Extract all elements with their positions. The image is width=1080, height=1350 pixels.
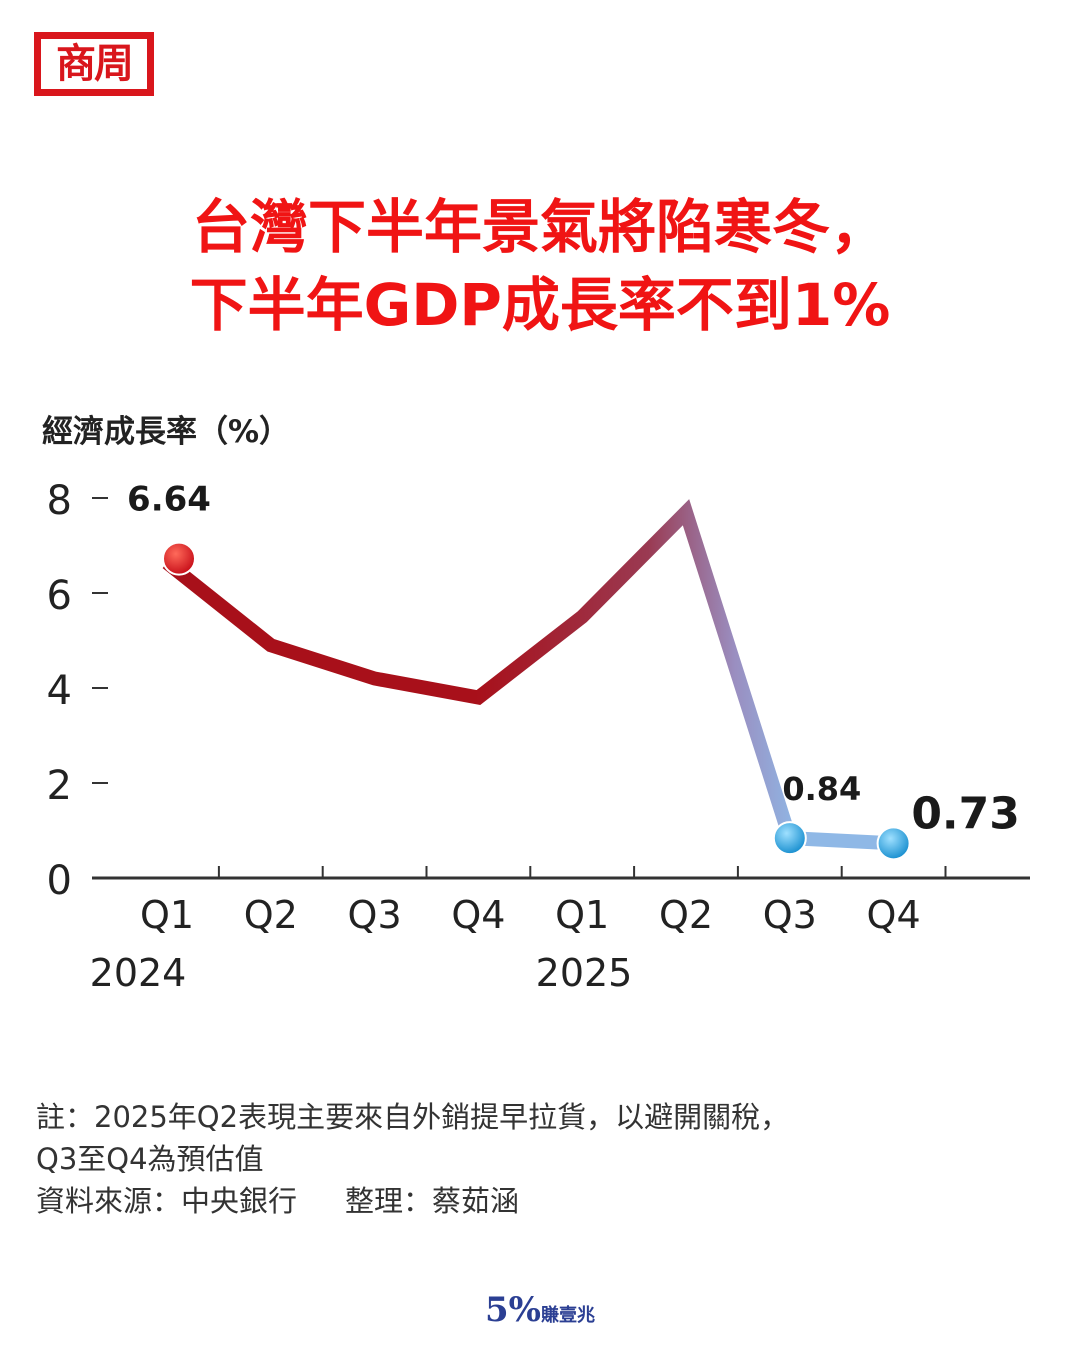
y-axis: 0 2 4 6 8 [47, 478, 108, 904]
y-axis-label: 經濟成長率（%） [42, 414, 290, 450]
x-tick-label: Q4 [867, 893, 921, 937]
editor-text: 整理：蔡茹涵 [345, 1184, 520, 1218]
series-markers [162, 541, 911, 861]
data-point-marker [162, 541, 196, 576]
footnote-line-1: 註：2025年Q2表現主要來自外銷提早拉貨，以避開關稅， [36, 1100, 790, 1134]
y-tick-label: 0 [47, 858, 72, 904]
data-label: 0.73 [911, 788, 1020, 839]
data-label: 6.64 [127, 480, 211, 520]
headline-line-1: 台灣下半年景氣將陷寒冬， [191, 193, 888, 261]
data-point-marker [876, 826, 911, 861]
year-label: 2025 [536, 951, 633, 995]
data-labels: 6.64 0.84 0.73 [127, 480, 1020, 840]
x-tick-label: Q3 [348, 893, 402, 937]
footer-brand-mark: 5% [485, 1290, 541, 1330]
y-tick-label: 6 [47, 573, 72, 619]
year-label: 2024 [90, 951, 187, 995]
headline: 台灣下半年景氣將陷寒冬， 下半年GDP成長率不到1% [0, 188, 1080, 344]
data-point-marker [772, 821, 807, 856]
footer-brand: 5%賺壹兆 [0, 1290, 1080, 1330]
y-tick-label: 4 [47, 668, 72, 714]
series-polyline [162, 499, 894, 851]
y-tick-label: 2 [47, 763, 72, 809]
x-tick-label: Q3 [763, 893, 817, 937]
footnote-line-2: Q3至Q4為預估值 [36, 1142, 264, 1176]
x-tick-label: Q4 [451, 893, 505, 937]
x-axis: Q1 Q2 Q3 Q4 Q1 Q2 Q3 Q4 2024 2025 [90, 866, 1030, 995]
x-tick-label: Q1 [140, 893, 194, 937]
source-line: 資料來源：中央銀行 整理：蔡茹涵 [36, 1180, 1046, 1222]
series-line [162, 499, 894, 851]
data-label: 0.84 [782, 770, 861, 808]
source-text: 資料來源：中央銀行 [36, 1184, 298, 1218]
brand-logo-text: 商周 [41, 39, 147, 89]
y-tick-label: 8 [47, 478, 72, 524]
headline-line-2: 下半年GDP成長率不到1% [189, 271, 891, 339]
footer-brand-name: 賺壹兆 [540, 1305, 595, 1326]
brand-logo: 商周 [34, 32, 154, 96]
x-tick-label: Q2 [659, 893, 713, 937]
x-tick-label: Q2 [244, 893, 298, 937]
x-tick-label: Q1 [555, 893, 609, 937]
footnote: 註：2025年Q2表現主要來自外銷提早拉貨，以避開關稅， Q3至Q4為預估值 資… [36, 1096, 1046, 1222]
